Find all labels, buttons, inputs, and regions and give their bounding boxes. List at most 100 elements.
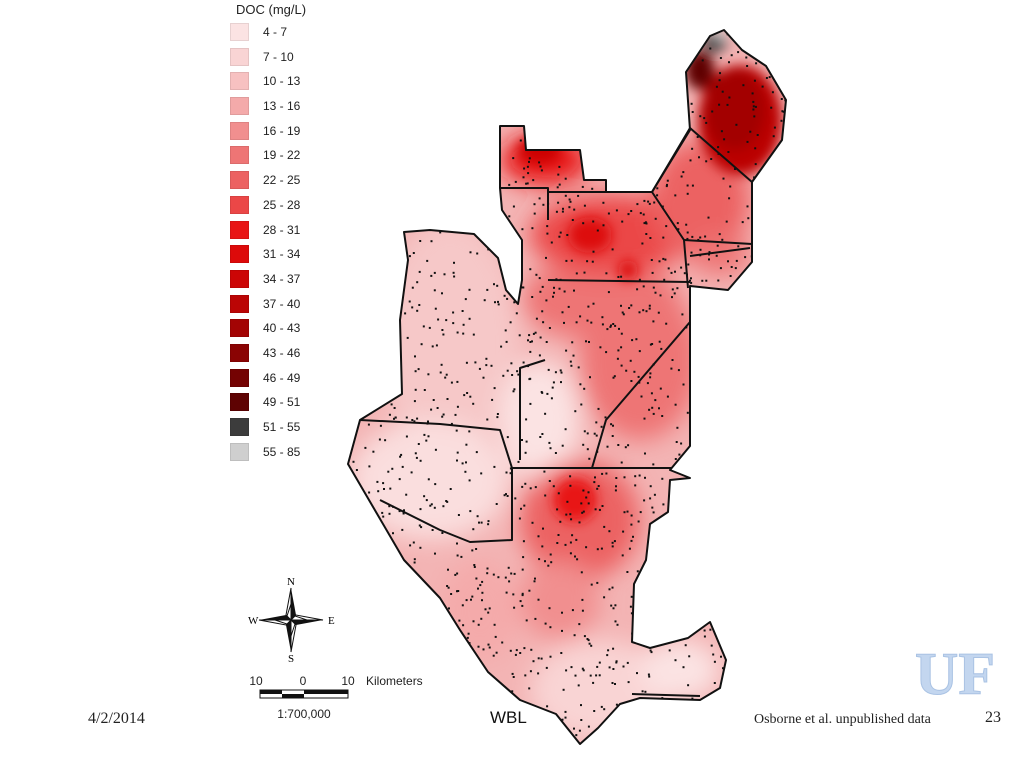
sample-point <box>715 254 718 257</box>
sample-point <box>532 179 535 182</box>
sample-point <box>549 553 552 556</box>
sample-point <box>477 645 480 648</box>
sample-point <box>566 500 569 503</box>
sample-point <box>615 485 617 488</box>
sample-point <box>416 309 419 312</box>
sample-point <box>492 573 495 576</box>
sample-point <box>490 364 493 367</box>
sample-point <box>575 538 578 541</box>
sample-point <box>546 392 549 395</box>
sample-point <box>445 373 448 376</box>
sample-point <box>581 185 584 188</box>
sample-point <box>649 376 652 379</box>
sample-point <box>754 163 757 166</box>
sample-point <box>405 493 408 496</box>
sample-point <box>644 452 646 455</box>
sample-point <box>608 530 611 533</box>
sample-point <box>649 497 652 500</box>
sample-point <box>680 266 683 269</box>
sample-point <box>642 309 645 312</box>
sample-point <box>575 272 578 275</box>
sample-point <box>472 528 475 531</box>
sample-point <box>597 407 600 410</box>
sample-point <box>454 573 457 576</box>
sample-point <box>574 674 577 677</box>
sample-point <box>434 307 437 310</box>
sample-point <box>431 529 434 531</box>
sample-point <box>651 343 654 345</box>
sample-point <box>524 674 527 677</box>
legend-label: 37 - 40 <box>263 296 301 311</box>
sample-point <box>465 599 468 602</box>
sample-point <box>699 115 702 118</box>
sample-point <box>517 373 520 376</box>
sample-point <box>393 417 395 420</box>
sample-point <box>609 325 612 328</box>
sample-point <box>636 570 639 573</box>
sample-point <box>630 539 633 542</box>
sample-point <box>473 564 476 566</box>
sample-point <box>753 79 756 82</box>
sample-point <box>670 271 673 274</box>
sample-point <box>512 157 515 160</box>
sample-point <box>505 493 507 496</box>
sample-point <box>488 607 491 610</box>
sample-point <box>658 407 660 410</box>
legend-label: 55 - 85 <box>263 444 301 459</box>
sample-point <box>415 456 418 459</box>
sample-point <box>617 349 620 352</box>
sample-point <box>661 415 664 417</box>
sample-point <box>708 253 710 256</box>
sample-point <box>585 546 588 549</box>
compass-rose-icon <box>258 587 324 653</box>
sample-point <box>581 511 584 514</box>
legend-item: 4 - 7 <box>230 23 350 48</box>
sample-point <box>578 623 581 626</box>
sample-point <box>703 629 706 632</box>
sample-point <box>569 541 572 544</box>
sample-point <box>427 373 430 376</box>
sample-point <box>608 666 611 669</box>
sample-point <box>592 250 595 253</box>
sample-point <box>645 233 648 235</box>
sample-point <box>689 279 691 282</box>
sample-point <box>728 96 731 99</box>
sample-point <box>628 547 631 550</box>
sample-point <box>565 259 568 262</box>
sample-point <box>581 609 584 612</box>
sample-point <box>729 275 732 277</box>
sample-point <box>425 499 428 502</box>
data-source-note: Osborne et al. unpublished data <box>754 712 931 727</box>
sample-point <box>378 438 381 441</box>
sample-point <box>577 684 580 687</box>
sample-point <box>579 315 582 318</box>
sample-point <box>545 256 547 259</box>
sample-point <box>379 424 382 427</box>
map-legend: DOC (mg/L) 4 - 7 7 - 10 10 - 13 13 - 16 16 -… <box>230 2 350 467</box>
sample-point <box>680 442 683 445</box>
sample-point <box>565 513 568 516</box>
scale-ratio: 1:700,000 <box>277 707 331 721</box>
sample-point <box>577 194 580 197</box>
sample-point <box>595 434 598 437</box>
sample-point <box>630 210 633 212</box>
sample-point <box>546 232 549 235</box>
sample-point <box>494 635 497 638</box>
sample-point <box>780 98 783 100</box>
sample-point <box>770 106 773 109</box>
sample-point <box>648 202 651 205</box>
sample-point <box>513 388 516 391</box>
sample-point <box>417 443 420 445</box>
sample-point <box>597 485 600 487</box>
sample-point <box>574 410 577 413</box>
sample-point <box>752 108 755 111</box>
sample-point <box>691 147 694 150</box>
sample-point <box>541 310 544 313</box>
sample-point <box>523 504 526 507</box>
sample-point <box>727 260 729 263</box>
sample-point <box>649 372 652 375</box>
sample-point <box>620 304 622 307</box>
sample-point <box>735 123 738 126</box>
sample-point <box>432 399 435 401</box>
sample-point <box>674 403 677 406</box>
